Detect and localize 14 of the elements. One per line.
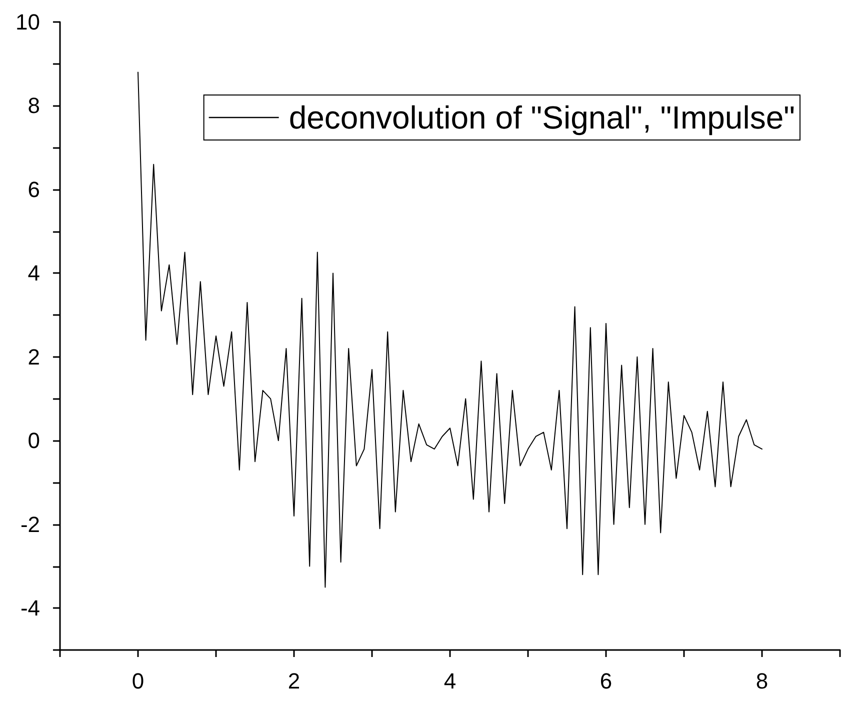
x-tick-label: 2 bbox=[288, 668, 300, 694]
y-tick-label: 0 bbox=[28, 428, 40, 454]
x-tick-label: 4 bbox=[444, 668, 456, 694]
y-tick-label: 4 bbox=[28, 260, 40, 286]
x-tick-label: 0 bbox=[132, 668, 144, 694]
y-tick-label: 10 bbox=[16, 10, 40, 34]
y-tick-label: 6 bbox=[28, 176, 40, 202]
x-tick-label: 8 bbox=[756, 668, 768, 694]
y-tick-label: 2 bbox=[28, 344, 40, 370]
x-tick-label: 6 bbox=[600, 668, 612, 694]
y-tick-label: 8 bbox=[28, 93, 40, 118]
legend-label: deconvolution of "Signal", "Impulse" bbox=[288, 100, 795, 136]
y-tick-label: -4 bbox=[20, 596, 40, 621]
y-tick-label: -2 bbox=[20, 512, 40, 537]
